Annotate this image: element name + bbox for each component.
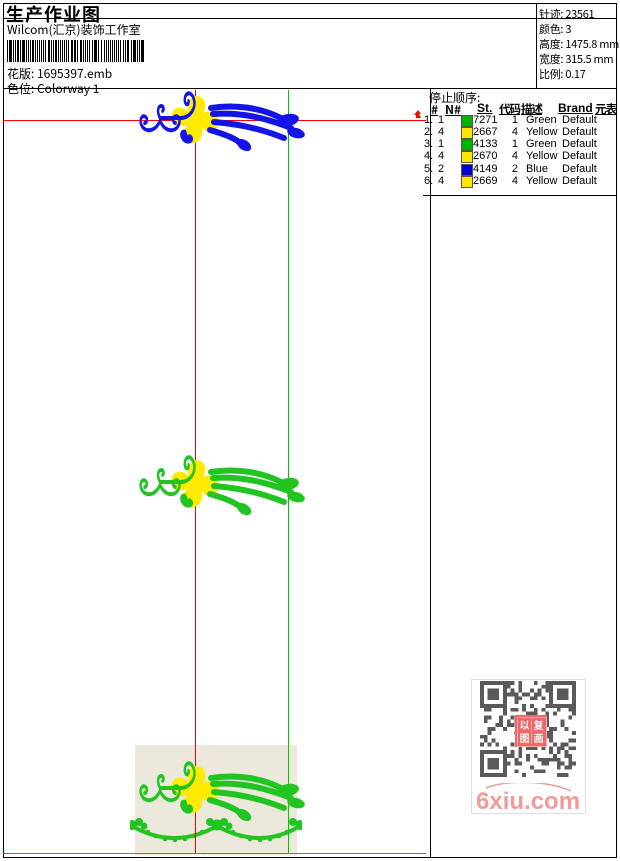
svg-text:6xiu.com: 6xiu.com: [476, 788, 580, 813]
